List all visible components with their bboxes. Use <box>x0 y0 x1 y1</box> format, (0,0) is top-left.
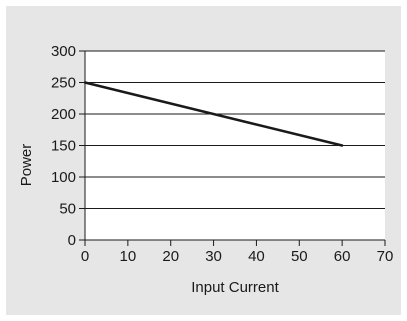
x-tick-label: 0 <box>81 248 89 265</box>
x-tick-label: 50 <box>291 248 308 265</box>
x-axis-ticks: 0 10 20 30 40 50 60 70 <box>81 240 394 265</box>
x-tick-label: 20 <box>162 248 179 265</box>
y-axis-title: Power <box>18 144 35 187</box>
y-tick-label: 150 <box>51 138 76 155</box>
series-group <box>83 81 344 147</box>
y-tick-label: 300 <box>51 43 76 60</box>
x-tick-label: 30 <box>205 248 222 265</box>
series-line-0 <box>83 81 344 147</box>
y-tick-label: 100 <box>51 169 76 186</box>
x-tick-label: 70 <box>377 248 394 265</box>
y-tick-label: 250 <box>51 75 76 92</box>
y-tick-label: 50 <box>59 201 76 218</box>
gridlines <box>85 50 385 209</box>
x-tick-label: 60 <box>334 248 351 265</box>
y-tick-label: 0 <box>68 232 76 249</box>
x-tick-label: 40 <box>248 248 265 265</box>
y-tick-label: 200 <box>51 106 76 123</box>
x-axis-title: Input Current <box>191 279 279 296</box>
y-axis-ticks: 0 50 100 150 200 250 300 <box>51 43 85 249</box>
x-tick-label: 10 <box>120 248 137 265</box>
